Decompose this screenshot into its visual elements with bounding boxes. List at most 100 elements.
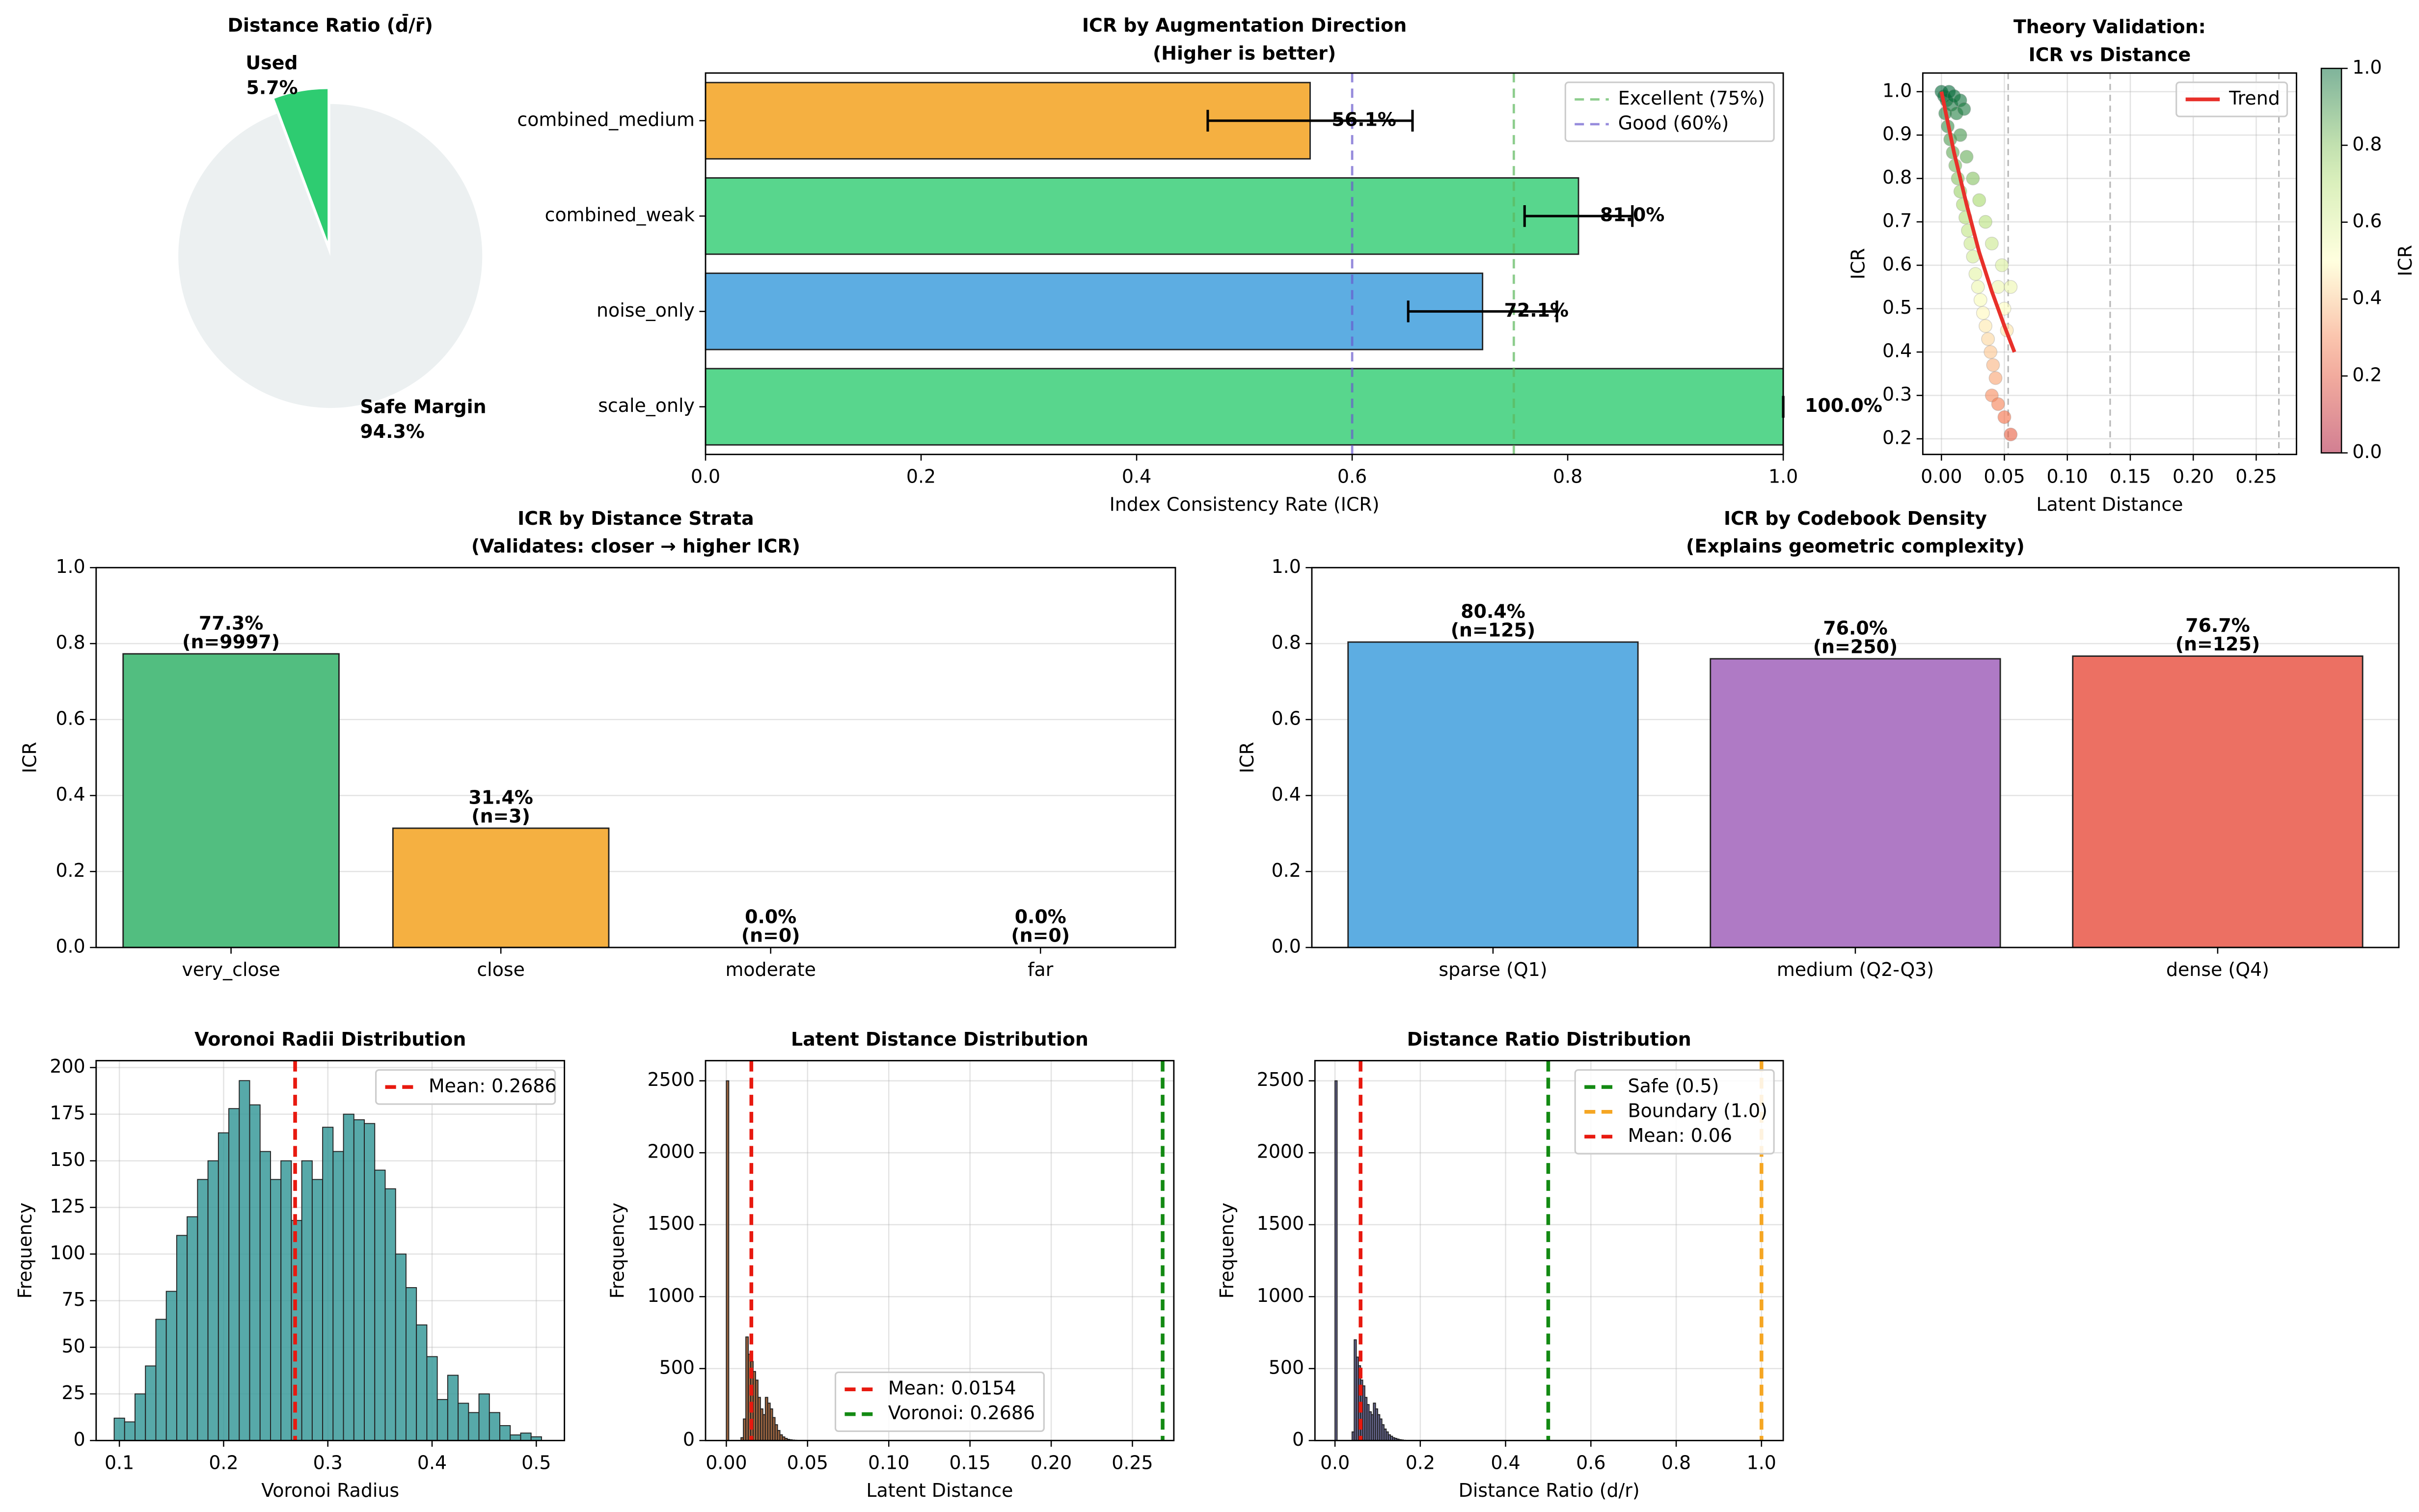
scatter-point bbox=[1973, 293, 1987, 307]
histogram-bar bbox=[426, 1356, 438, 1441]
y-tick-label: 150 bbox=[50, 1149, 85, 1170]
y-tick-label: 2000 bbox=[1257, 1141, 1304, 1162]
y-tick-label: 0.6 bbox=[1272, 707, 1301, 729]
y-tick-label: 100 bbox=[50, 1242, 85, 1264]
x-tick-label: dense (Q4) bbox=[2166, 959, 2269, 980]
scatter-point bbox=[1978, 215, 1993, 229]
histogram-bar bbox=[135, 1393, 146, 1441]
x-tick-label: 0.25 bbox=[1112, 1452, 1153, 1473]
scatter-point bbox=[1976, 306, 1990, 320]
x-tick-label: sparse (Q1) bbox=[1439, 959, 1547, 980]
histogram-bar bbox=[239, 1080, 250, 1441]
pie-label: Safe Margin bbox=[360, 396, 486, 418]
legend-label: Voronoi: 0.2686 bbox=[888, 1402, 1035, 1424]
legend-label: Mean: 0.06 bbox=[1628, 1125, 1732, 1146]
chart-subtitle: (Higher is better) bbox=[1153, 42, 1336, 64]
y-axis-label: ICR bbox=[1236, 742, 1258, 773]
histogram-bar bbox=[1334, 1080, 1338, 1441]
scatter-point bbox=[1986, 358, 2000, 372]
x-axis-label: Distance Ratio (d/r) bbox=[1459, 1480, 1640, 1501]
scatter-point bbox=[1957, 102, 1971, 116]
y-axis-label: Frequency bbox=[607, 1203, 628, 1299]
y-tick-label: 1.0 bbox=[1272, 556, 1301, 577]
chart-title: Voronoi Radii Distribution bbox=[194, 1028, 466, 1050]
x-tick-label: 0.05 bbox=[1984, 466, 2025, 487]
plot-frame bbox=[705, 72, 1784, 456]
histogram-bar bbox=[343, 1113, 354, 1441]
histogram-bar bbox=[520, 1432, 532, 1441]
scatter-point bbox=[2004, 280, 2018, 294]
chart-subtitle: (Validates: closer → higher ICR) bbox=[471, 536, 800, 557]
colorbar-tick-label: 0.0 bbox=[2352, 441, 2382, 462]
y-tick-label: 0.0 bbox=[1272, 936, 1301, 957]
value-label: 0.0% bbox=[745, 906, 796, 928]
scatter-point bbox=[1997, 410, 2011, 424]
x-tick-label: 0.8 bbox=[1661, 1452, 1691, 1473]
colorbar-tick-label: 0.4 bbox=[2352, 287, 2382, 309]
histogram-bar bbox=[187, 1216, 198, 1441]
plot-frame bbox=[95, 1060, 566, 1441]
scatter-point bbox=[1971, 280, 1985, 294]
count-label: (n=125) bbox=[1451, 619, 1535, 641]
scatter-point bbox=[1968, 267, 1983, 281]
legend-label: Boundary (1.0) bbox=[1628, 1100, 1767, 1121]
y-tick-label: 1500 bbox=[1257, 1213, 1304, 1234]
bar bbox=[705, 272, 1484, 351]
y-tick-label: combined_weak bbox=[545, 204, 695, 226]
histogram-bar bbox=[458, 1403, 469, 1441]
chart-title: Theory Validation: bbox=[2013, 16, 2206, 38]
y-tick-label: 0.8 bbox=[1272, 632, 1301, 653]
count-label: (n=250) bbox=[1813, 636, 1898, 657]
histogram-bar bbox=[510, 1434, 521, 1441]
value-label: 77.3% bbox=[199, 612, 263, 634]
x-tick-label: 0.20 bbox=[2173, 466, 2214, 487]
x-tick-label: 0.4 bbox=[417, 1452, 447, 1473]
histogram-bar bbox=[197, 1179, 209, 1441]
x-tick-label: 0.25 bbox=[2235, 466, 2277, 487]
legend-box bbox=[834, 1371, 1045, 1432]
x-tick-label: 0.6 bbox=[1337, 466, 1367, 487]
scatter-point bbox=[1978, 319, 1993, 333]
x-tick-label: 0.00 bbox=[1921, 466, 1962, 487]
histogram-bar bbox=[436, 1399, 448, 1441]
histogram-bar bbox=[113, 1417, 125, 1441]
scatter-point bbox=[1995, 258, 2009, 272]
value-label: 100.0% bbox=[1805, 395, 1882, 416]
value-label: 0.0% bbox=[1015, 906, 1066, 928]
chart-title: ICR by Augmentation Direction bbox=[1082, 15, 1407, 36]
chart-title: ICR by Codebook Density bbox=[1724, 508, 1987, 529]
x-tick-label: moderate bbox=[725, 959, 815, 980]
legend-box bbox=[1564, 81, 1775, 142]
plot-frame bbox=[95, 567, 1176, 948]
legend-box bbox=[375, 1069, 556, 1105]
scatter-point bbox=[1981, 332, 1995, 346]
histogram-bar bbox=[726, 1080, 730, 1441]
y-tick-label: 125 bbox=[50, 1195, 85, 1217]
y-axis-label: Frequency bbox=[1216, 1203, 1238, 1299]
plot-frame bbox=[1314, 1060, 1784, 1441]
histogram-bar bbox=[176, 1235, 188, 1441]
histogram-bar bbox=[406, 1287, 417, 1441]
y-axis-label: ICR bbox=[1847, 248, 1869, 279]
colorbar-tick-label: 0.6 bbox=[2352, 210, 2382, 232]
colorbar-frame bbox=[2320, 68, 2342, 454]
x-tick-label: 0.2 bbox=[209, 1452, 238, 1473]
value-label: 56.1% bbox=[1332, 108, 1396, 130]
histogram-bar bbox=[384, 1188, 396, 1441]
y-tick-label: 1000 bbox=[647, 1285, 694, 1306]
x-axis-label: Voronoi Radius bbox=[261, 1480, 399, 1501]
y-tick-label: 2500 bbox=[1257, 1069, 1304, 1090]
y-tick-label: 0.2 bbox=[1882, 427, 1912, 448]
y-tick-label: 500 bbox=[1269, 1356, 1304, 1378]
bar bbox=[705, 368, 1784, 446]
scatter-point bbox=[1966, 171, 1980, 186]
histogram-bar bbox=[353, 1119, 365, 1441]
y-tick-label: 0 bbox=[1292, 1429, 1304, 1450]
histogram-bar bbox=[124, 1421, 136, 1441]
y-tick-label: scale_only bbox=[598, 395, 695, 416]
y-tick-label: 0.0 bbox=[55, 936, 85, 957]
value-label: 80.4% bbox=[1461, 600, 1525, 622]
chart-title: ICR by Distance Strata bbox=[517, 508, 754, 529]
pie-label: Used bbox=[245, 52, 298, 74]
x-tick-label: 0.20 bbox=[1031, 1452, 1072, 1473]
